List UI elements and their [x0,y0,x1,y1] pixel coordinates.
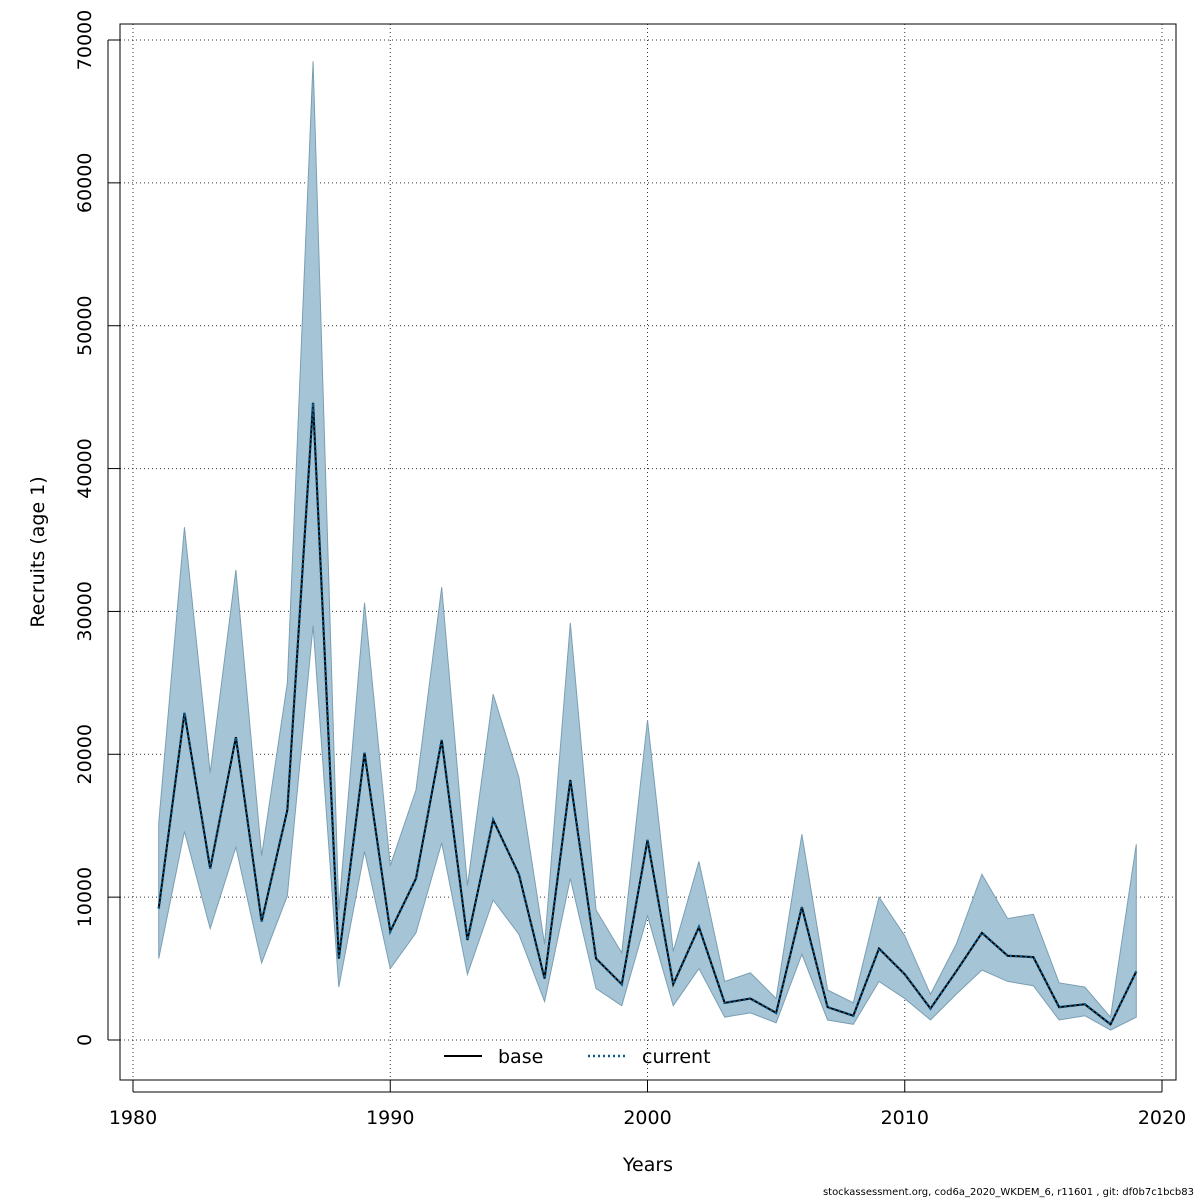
x-tick-label: 1990 [366,1107,414,1129]
y-tick-label: 60000 [74,153,96,213]
confidence-band-area [158,61,1137,1031]
footer-text: stockassessment.org, cod6a_2020_WKDEM_6,… [822,1187,1194,1198]
y-tick-label: 20000 [74,724,96,784]
grid [120,24,1176,1080]
x-tick-label: 2010 [881,1107,929,1129]
x-tick-label: 2020 [1138,1107,1186,1129]
confidence-band [158,61,1137,1031]
legend-base-label: base [498,1046,543,1068]
x-axis-label: Years [622,1154,673,1176]
y-tick-label: 70000 [74,10,96,70]
y-tick-label: 0 [74,1034,96,1046]
y-tick-label: 50000 [74,295,96,355]
x-axis: 1980 1990 2000 2010 2020 [109,1080,1186,1129]
series-line-current [157,402,1138,1027]
x-tick-label: 1980 [109,1107,157,1129]
legend-current-label: current [642,1046,711,1068]
legend: base current [444,1046,711,1068]
y-tick-label: 40000 [74,438,96,498]
series-lines [157,402,1138,1027]
y-tick-label: 10000 [74,867,96,927]
y-axis-label: Recruits (age 1) [27,476,49,627]
y-axis: 0 10000 20000 30000 40000 50000 60000 70000 [74,10,120,1046]
y-tick-label: 30000 [74,581,96,641]
x-tick-label: 2000 [623,1107,671,1129]
